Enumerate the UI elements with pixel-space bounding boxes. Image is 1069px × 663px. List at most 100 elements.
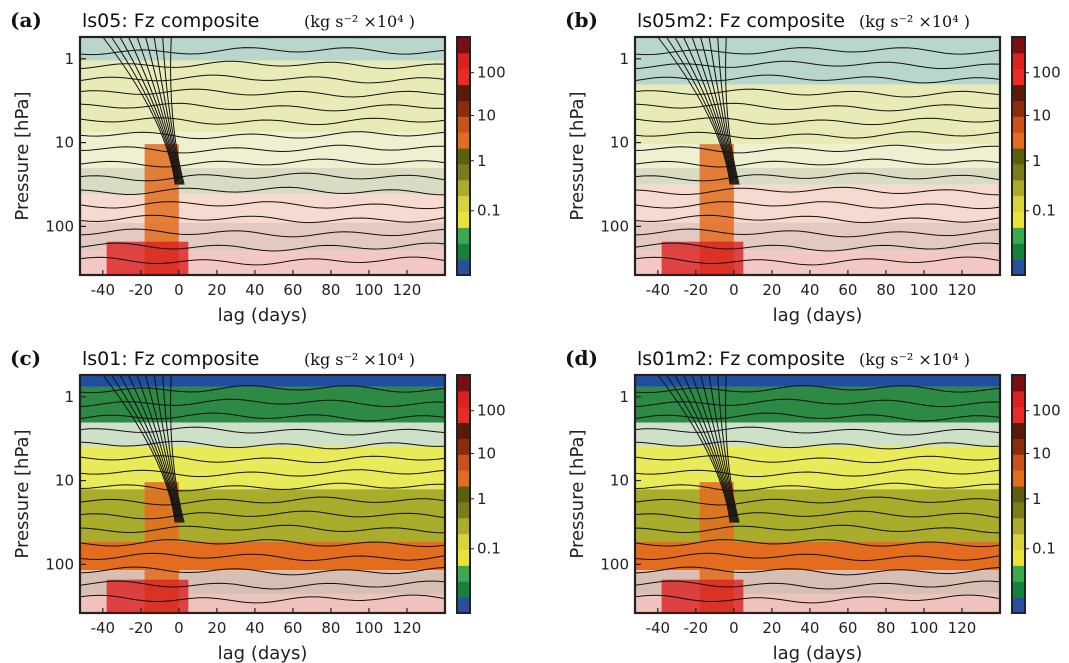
x-axis: -40 -20 0 20 40 60 80 100 120 xyxy=(91,608,421,637)
contour-line xyxy=(119,36,178,185)
contour-line xyxy=(634,186,1001,196)
panel-label: (c) xyxy=(10,346,41,370)
colorbar-swatch xyxy=(457,501,470,519)
contour-line xyxy=(153,374,183,523)
y-axis-label: Pressure [hPa] xyxy=(12,91,33,220)
chart-title: ls05m2: Fz composite xyxy=(637,10,845,32)
x-tick-label: 80 xyxy=(321,619,340,637)
contour-line xyxy=(634,440,1001,450)
colorbar-swatch xyxy=(457,259,470,276)
colorbar-swatch xyxy=(1012,517,1025,535)
x-tick-label: 120 xyxy=(948,281,977,299)
contour-line xyxy=(128,374,179,523)
contour-line xyxy=(79,412,446,422)
y-tick-label: 100 xyxy=(600,217,629,235)
colorbar-swatch xyxy=(1012,406,1025,424)
contour-line xyxy=(79,88,446,98)
contour-line xyxy=(162,374,184,523)
contour-line xyxy=(634,88,1001,98)
x-tick-label: 60 xyxy=(283,619,302,637)
contour-line xyxy=(79,47,446,56)
contour-line xyxy=(170,36,185,185)
colorbar: 100 10 1 0.1 xyxy=(1011,36,1061,276)
contour-line xyxy=(79,440,446,450)
colorbar-swatch xyxy=(1012,148,1025,165)
heatmap-band xyxy=(635,375,1000,387)
plot-frame xyxy=(633,35,1002,277)
contour-line xyxy=(79,242,446,252)
contour-line xyxy=(665,36,732,185)
colorbar-swatch xyxy=(457,100,470,117)
contour-line xyxy=(634,594,1001,604)
contour-lines xyxy=(634,374,1001,604)
contour-line xyxy=(634,256,1001,266)
x-tick-label: -40 xyxy=(91,281,116,299)
contour-line xyxy=(700,36,737,185)
colorbar-swatch xyxy=(457,211,470,228)
colorbar-tick-label: 1 xyxy=(1032,490,1042,508)
x-axis-label: lag (days) xyxy=(773,643,863,663)
colorbar-tick-label: 100 xyxy=(1032,402,1061,420)
contour-line xyxy=(634,552,1001,562)
contour-line xyxy=(110,36,177,185)
y-tick-label: 1 xyxy=(64,388,74,406)
contour-line xyxy=(657,36,731,185)
contour-line xyxy=(153,36,183,185)
x-tick-label: 20 xyxy=(762,281,781,299)
heatmap-band xyxy=(80,446,445,490)
y-tick-label: 1 xyxy=(619,50,629,68)
colorbar: 100 10 1 0.1 xyxy=(456,36,506,276)
colorbar-swatch xyxy=(457,470,470,487)
contour-line xyxy=(170,374,185,523)
chart-units: (kg s⁻² ×10⁴ ) xyxy=(859,12,970,31)
heatmap-band xyxy=(635,541,1000,571)
colorbar-swatch xyxy=(1012,422,1025,439)
colorbar-swatch xyxy=(1012,132,1025,149)
heatmap-onset-region xyxy=(661,579,744,613)
y-tick-label: 1 xyxy=(64,50,74,68)
colorbar-swatch xyxy=(1012,549,1025,566)
contour-line xyxy=(683,374,734,523)
contour-line xyxy=(119,374,178,523)
heatmap-band xyxy=(80,375,445,387)
colorbar-swatch xyxy=(1012,37,1025,54)
x-tick-label: 0 xyxy=(729,281,739,299)
colorbar-swatch xyxy=(1012,438,1025,455)
contour-line xyxy=(674,374,733,523)
contour-line xyxy=(634,496,1001,506)
x-tick-label: 40 xyxy=(800,281,819,299)
panel-a: (a) ls05: Fz composite (kg s⁻² ×10⁴ ) -40 -2… xyxy=(0,0,530,326)
x-axis-label: lag (days) xyxy=(218,305,308,326)
x-tick-label: 0 xyxy=(174,619,184,637)
colorbar-swatch xyxy=(457,243,470,260)
contour-line xyxy=(79,524,446,534)
heatmap-onset-region xyxy=(106,579,189,613)
x-tick-label: 60 xyxy=(838,619,857,637)
contour-line xyxy=(634,524,1001,534)
contour-line xyxy=(79,482,446,492)
contour-line xyxy=(102,374,176,523)
chart-units: (kg s⁻² ×10⁴ ) xyxy=(859,350,970,369)
y-tick-label: 1 xyxy=(619,388,629,406)
contour-line xyxy=(79,539,446,548)
colorbar-swatch xyxy=(1012,375,1025,392)
contour-line xyxy=(79,186,446,196)
panel-label: (b) xyxy=(565,8,598,32)
colorbar-swatch xyxy=(457,227,470,244)
heatmap-band xyxy=(635,446,1000,490)
heatmap-band xyxy=(80,60,445,133)
contour-line xyxy=(79,426,446,436)
x-tick-label: 80 xyxy=(876,619,895,637)
y-axis-label: Pressure [hPa] xyxy=(12,429,33,558)
y-tick-label: 100 xyxy=(45,555,74,573)
colorbar-swatch xyxy=(457,406,470,424)
colorbar-frame xyxy=(456,374,471,614)
chart-title: ls01: Fz composite xyxy=(82,348,259,370)
x-tick-label: 60 xyxy=(838,281,857,299)
x-tick-label: 60 xyxy=(283,281,302,299)
contour-line xyxy=(634,580,1001,590)
contour-line xyxy=(634,214,1001,224)
x-tick-label: 20 xyxy=(762,619,781,637)
contour-line xyxy=(79,496,446,506)
colorbar-tick-label: 10 xyxy=(477,107,496,125)
